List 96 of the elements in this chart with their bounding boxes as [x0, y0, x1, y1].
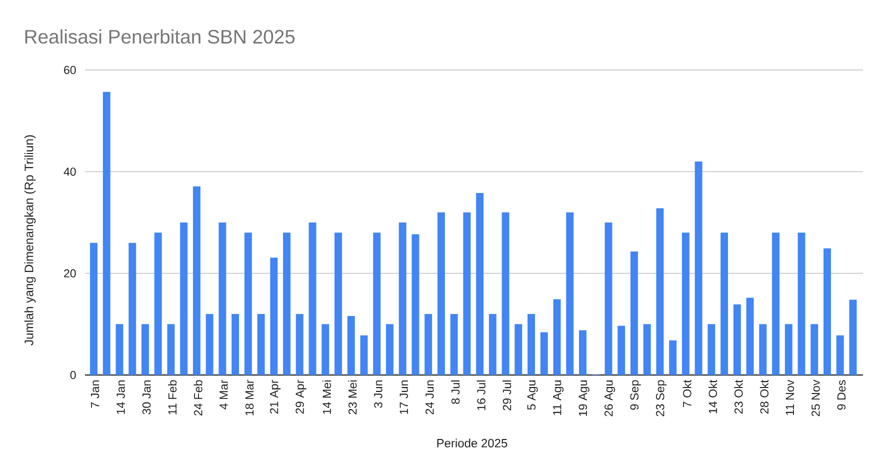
x-tick-label: 21 Apr: [270, 380, 281, 414]
bar: [759, 324, 767, 375]
bar: [398, 222, 406, 375]
bar: [373, 232, 381, 375]
x-tick-label: 5 Agu: [527, 380, 538, 410]
x-tick-label: 30 Jan: [142, 380, 151, 414]
bar: [218, 222, 226, 375]
x-tick-label: 23 Okt: [734, 380, 743, 414]
bar: [476, 193, 484, 375]
y-tick-label: 20: [64, 269, 76, 278]
x-tick-label: 14 Mei: [322, 380, 331, 414]
bar: [579, 330, 586, 375]
x-tick-label: 23 Mei: [348, 380, 357, 414]
x-tick-label: 24 Jun: [426, 380, 434, 414]
bar: [334, 232, 342, 375]
bar: [192, 186, 200, 375]
bar: [232, 314, 240, 375]
bar: [720, 232, 728, 375]
bar: [553, 299, 561, 375]
bar: [566, 212, 574, 375]
bar: [206, 314, 214, 375]
x-tick-label: 25 Nov: [812, 380, 820, 416]
x-tick-label: 9 Sep: [630, 380, 641, 410]
x-tick-label: 14 Okt: [708, 380, 718, 414]
bar: [772, 232, 780, 375]
x-tick-label: 17 Jun: [400, 380, 408, 414]
bar: [733, 304, 741, 375]
y-tick-label: 40: [64, 168, 76, 176]
x-tick-label: 11 Agu: [553, 380, 564, 416]
bar: [836, 335, 844, 375]
bar: [682, 232, 690, 375]
bar: [167, 324, 175, 375]
x-tick-label: 29 Apr: [296, 380, 306, 414]
x-tick-label: 7 Okt: [682, 380, 692, 408]
bar: [424, 314, 432, 375]
x-tick-label: 16 Jul: [476, 380, 486, 410]
bar: [308, 222, 316, 375]
y-axis-title: Jumlah yang Dimenangkan (Rp Triliun): [24, 135, 36, 346]
x-tick-label: 26 Agu: [604, 380, 616, 416]
x-tick-label: 23 Sep: [656, 380, 667, 416]
x-tick-label: 11 Feb: [168, 380, 177, 414]
bar: [746, 298, 754, 375]
x-tick-label: 28 Okt: [760, 380, 769, 414]
bar: [141, 324, 149, 375]
bar: [540, 332, 548, 375]
bar: [488, 314, 496, 375]
x-tick-label: 8 Jul: [451, 380, 460, 404]
bar: [180, 222, 188, 375]
bar: [322, 324, 330, 375]
bar: [502, 212, 510, 375]
x-tick-label: 29 Jul: [502, 380, 512, 410]
bar: [798, 232, 806, 375]
bar: [244, 232, 252, 375]
y-tick-label: 0: [70, 370, 76, 380]
bar: [630, 251, 638, 375]
bar: [270, 258, 278, 375]
bar: [347, 316, 355, 375]
x-tick-label: 24 Feb: [194, 380, 202, 416]
bar: [360, 335, 368, 375]
bar: [257, 314, 265, 375]
bar: [116, 324, 124, 375]
bar: [102, 92, 110, 375]
bar: [154, 232, 162, 375]
bar: [656, 208, 664, 375]
bar: [90, 242, 98, 375]
y-tick-label: 60: [64, 66, 76, 74]
bar: [412, 234, 420, 375]
x-tick-label: 18 Mar: [245, 380, 254, 416]
x-tick-label: 7 Jan: [91, 380, 100, 408]
x-tick-label: 11 Nov: [786, 380, 794, 415]
bar: [643, 324, 651, 375]
x-tick-label: 3 Jun: [374, 380, 382, 408]
bar: [708, 324, 716, 375]
x-tick-label: 9 Des: [837, 380, 846, 410]
bar: [618, 326, 626, 375]
x-tick-label: 14 Jan: [116, 380, 125, 414]
bar: [849, 300, 857, 375]
bar: [784, 324, 792, 375]
bar: [463, 212, 471, 375]
bar: [296, 314, 304, 375]
x-tick-label: 4 Mar: [220, 380, 228, 410]
bar: [669, 340, 677, 375]
bar: [283, 232, 291, 375]
bar: [514, 324, 522, 375]
bar: [386, 324, 394, 375]
bar: [824, 248, 831, 375]
bar: [450, 314, 458, 375]
bar: [810, 324, 818, 375]
x-tick-label: 19 Agu: [578, 380, 590, 416]
bar: [604, 222, 612, 375]
bar: [694, 162, 702, 375]
bar: [528, 314, 535, 375]
x-axis-title: Periode 2025: [437, 438, 508, 448]
chart-title: Realisasi Penerbitan SBN 2025: [25, 29, 295, 44]
bar: [128, 242, 136, 375]
bar: [437, 212, 445, 375]
